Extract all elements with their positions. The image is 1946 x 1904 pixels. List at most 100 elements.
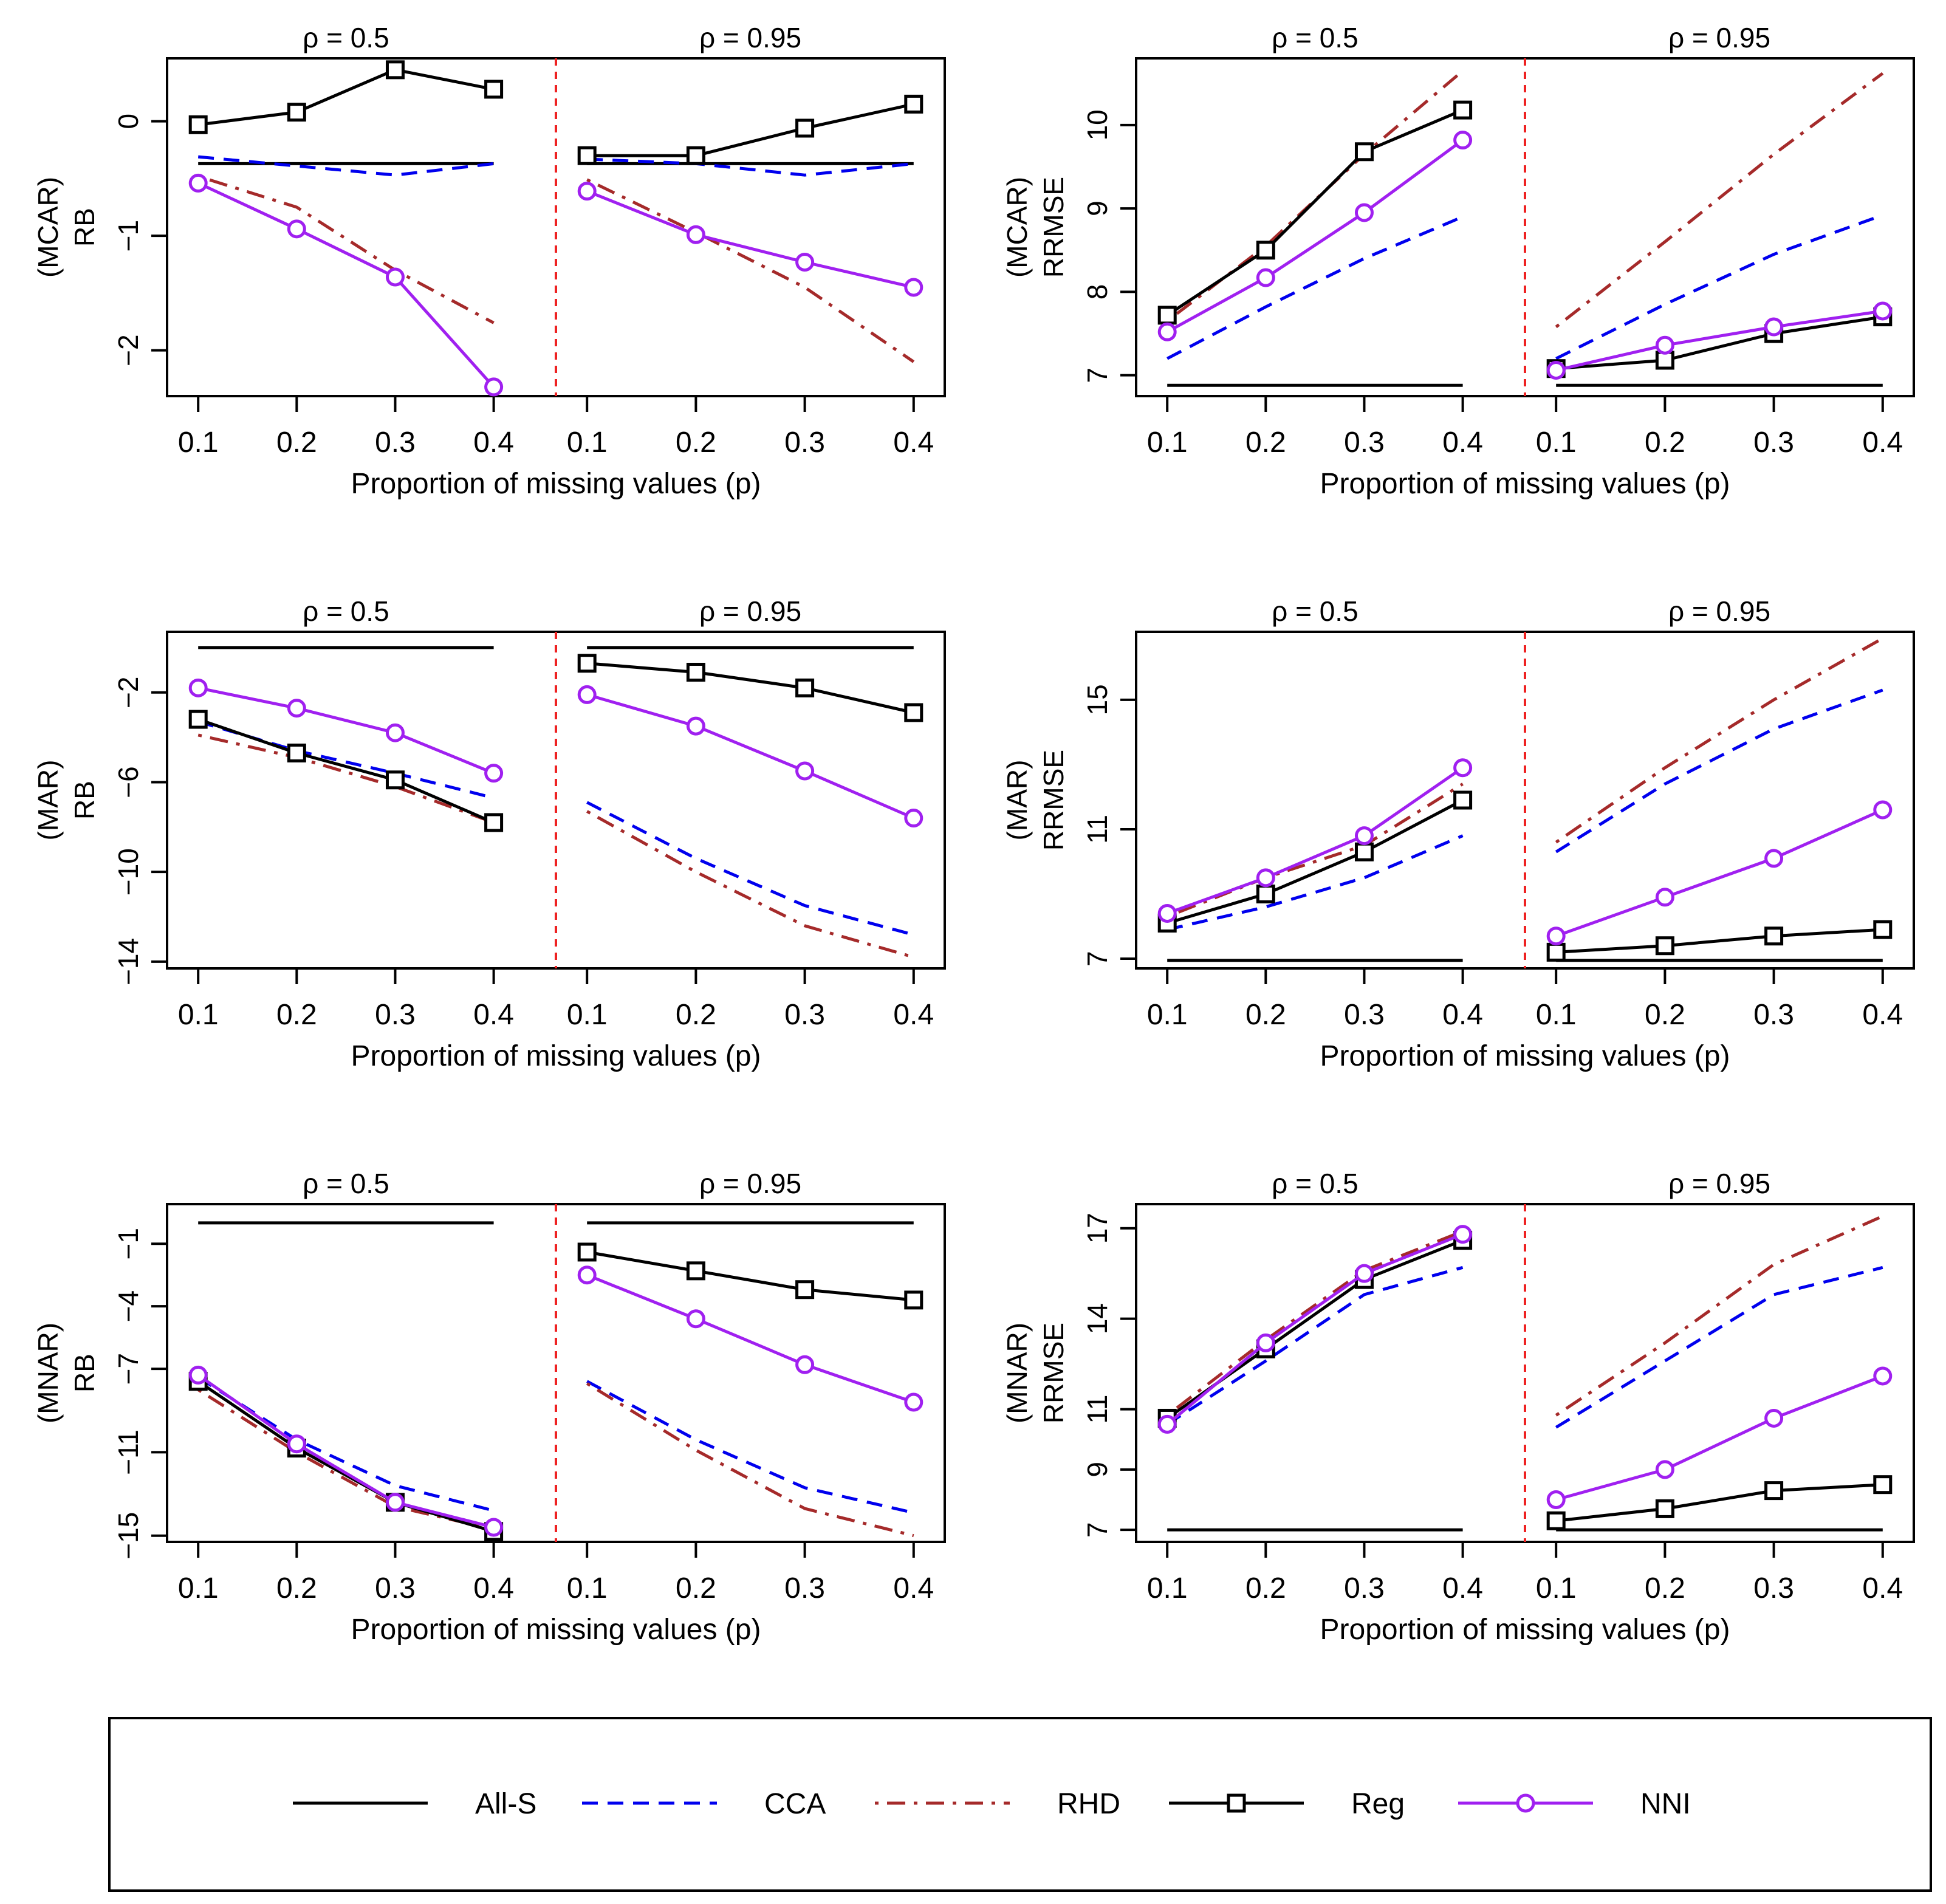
legend-marker-square [1227, 1793, 1246, 1813]
panel-title: ρ = 0.5 [1272, 1168, 1358, 1199]
marker-reg [1453, 100, 1473, 120]
x-tick-label: 0.4 [1442, 999, 1483, 1031]
y-tick-label: 0 [112, 114, 144, 129]
marker-reg [484, 813, 504, 832]
x-tick-label: 0.4 [1442, 426, 1483, 459]
marker-reg [1764, 1481, 1784, 1501]
y-axis-mechanism: (MNAR) [32, 1323, 64, 1423]
x-tick-label: 0.1 [567, 1572, 608, 1604]
marker-reg [795, 118, 815, 138]
y-tick-label: 11 [1081, 815, 1113, 844]
panel-title: ρ = 0.5 [1272, 595, 1358, 627]
series-line-reg [587, 102, 914, 157]
y-axis-label: RB [69, 781, 100, 820]
marker-nni [795, 761, 815, 781]
y-axis-label: RRMSE [1038, 1323, 1069, 1423]
marker-reg [904, 1290, 923, 1310]
marker-nni [1764, 849, 1784, 868]
x-tick-label: 0.4 [1862, 1572, 1903, 1604]
marker-reg [577, 1242, 597, 1262]
x-tick-label: 0.2 [1645, 1572, 1685, 1604]
panel-rho-0-95: ρ = 0.95 0.1 0.2 0.3 0.4 [567, 22, 934, 459]
y-tick-label: 15 [1081, 684, 1113, 715]
panel-title: ρ = 0.5 [303, 1168, 389, 1199]
x-tick-label: 0.1 [178, 426, 219, 459]
x-tick-label: 0.3 [375, 426, 416, 459]
y-tick-label: 9 [1081, 200, 1113, 216]
marker-reg [287, 743, 306, 762]
marker-nni [1453, 1225, 1473, 1244]
x-tick-label: 0.2 [1645, 426, 1685, 459]
marker-nni [1157, 1414, 1177, 1434]
marker-nni [287, 699, 306, 718]
x-tick-label: 0.1 [1147, 1572, 1188, 1604]
x-tick-label: 0.2 [1245, 426, 1286, 459]
y-tick-label: −7 [112, 1353, 144, 1385]
marker-reg [1256, 241, 1275, 260]
y-tick-label: −11 [112, 1430, 144, 1475]
series-line-cca [1555, 213, 1883, 360]
x-tick-label: 0.2 [1245, 999, 1286, 1031]
series-line-nni [197, 182, 495, 388]
legend-label-rhd: RHD [1057, 1788, 1120, 1820]
marker-reg [686, 662, 705, 682]
marker-reg [904, 94, 923, 114]
marker-nni [1655, 335, 1674, 355]
x-tick-label: 0.1 [1536, 999, 1577, 1031]
y-tick-label: 9 [1081, 1462, 1113, 1478]
x-tick-label: 0.4 [893, 999, 934, 1031]
x-tick-label: 0.2 [676, 426, 716, 459]
x-tick-label: 0.3 [1344, 1572, 1385, 1604]
marker-nni [1546, 926, 1566, 946]
legend-item-nni: NNI [1458, 1788, 1691, 1820]
series-line-cca [1167, 215, 1464, 360]
x-axis-label: Proportion of missing values (p) [1320, 1040, 1730, 1072]
marker-nni [1546, 1490, 1566, 1509]
series-line-rhd [197, 1388, 495, 1531]
marker-nni [904, 809, 923, 828]
marker-reg [1546, 942, 1566, 962]
y-axis-mechanism: (MCAR) [32, 177, 64, 278]
marker-nni [686, 1309, 705, 1329]
marker-nni [1764, 1408, 1784, 1428]
series-line-reg [197, 68, 495, 126]
series-line-rhd [1167, 782, 1464, 919]
marker-nni [1157, 903, 1177, 923]
y-tick-label: 7 [1081, 1522, 1113, 1538]
series-line-rhd [586, 1382, 914, 1538]
x-tick-label: 0.1 [1536, 426, 1577, 459]
x-tick-label: 0.3 [784, 426, 825, 459]
chart-mnar-rb: −1−4−7−11−15(MNAR) RBρ = 0.50.1 0.2 0.3 0.4ρ… [32, 1168, 946, 1646]
series-line-reg [1167, 798, 1464, 925]
panel-rho-0-5: ρ = 0.5 0.1 0.2 0.3 0.4 [1147, 22, 1483, 459]
marker-nni [1655, 1460, 1674, 1479]
marker-nni [385, 267, 405, 287]
x-tick-label: 0.2 [1645, 999, 1685, 1031]
y-axis-label: RB [69, 208, 100, 247]
x-axis-label: Proportion of missing values (p) [351, 1040, 761, 1072]
series-line-reg [586, 662, 914, 714]
y-tick-label: −1 [112, 1228, 144, 1259]
marker-reg [1354, 842, 1374, 861]
series-line-cca [1166, 1265, 1464, 1426]
x-axis-label: Proportion of missing values (p) [351, 1614, 761, 1646]
marker-reg [1655, 1499, 1674, 1518]
marker-nni [1256, 868, 1275, 888]
marker-nni [188, 678, 208, 697]
y-axis-mechanism: (MAR) [32, 760, 64, 841]
y-tick-label: 11 [1081, 1395, 1113, 1424]
panel-rho-0-5: ρ = 0.5 0.1 0.2 0.3 0.4 [178, 22, 514, 459]
series-line-cca [197, 1375, 495, 1512]
marker-reg [1655, 351, 1674, 370]
marker-nni [385, 1493, 405, 1512]
x-tick-label: 0.3 [784, 1572, 825, 1604]
series-line-reg [197, 717, 495, 824]
panel-title: ρ = 0.5 [303, 22, 389, 53]
y-axis-mechanism: (MNAR) [1001, 1323, 1033, 1423]
marker-nni [1354, 203, 1374, 222]
y-tick-label: 17 [1081, 1213, 1113, 1244]
series-line-cca [1167, 834, 1464, 931]
marker-nni [577, 685, 597, 704]
marker-reg [1873, 1475, 1893, 1495]
